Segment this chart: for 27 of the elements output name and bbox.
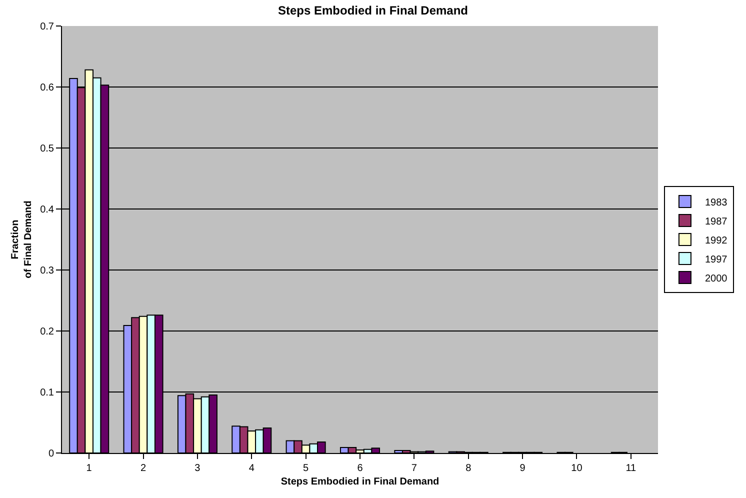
legend-label: 1997 [704,254,728,266]
x-tick-label: 6 [357,463,364,474]
legend-label: 2000 [704,273,728,284]
y-tick-label: 0.3 [40,266,54,276]
y-tick-label: 0.5 [40,144,54,154]
x-axis-title: Steps Embodied in Final Demand [280,476,440,488]
legend-label: 1983 [704,197,728,208]
x-tick-label: 7 [411,463,418,474]
y-tick-label: 0.7 [40,22,54,32]
legend-label: 1987 [704,216,728,228]
y-tick-label: 0 [48,448,54,460]
x-tick-label: 11 [626,463,637,474]
y-tick-label: 0.6 [40,82,54,94]
x-tick-label: 3 [194,463,201,474]
x-tick-label: 10 [571,463,583,474]
y-axis-title: Fraction of Final Demand [10,200,34,278]
x-tick-label: 4 [248,463,255,474]
x-tick-label: 2 [140,463,146,474]
x-tick-label: 8 [466,463,472,474]
chart-title: Steps Embodied in Final Demand [278,3,468,18]
y-tick-label: 0.2 [40,326,54,338]
y-tick-label: 0.4 [40,204,54,216]
legend-label: 1992 [704,235,728,246]
x-tick-label: 9 [520,463,526,474]
y-tick-label: 0.1 [40,388,54,398]
x-tick-label: 1 [86,463,92,474]
x-tick-label: 5 [303,463,310,474]
